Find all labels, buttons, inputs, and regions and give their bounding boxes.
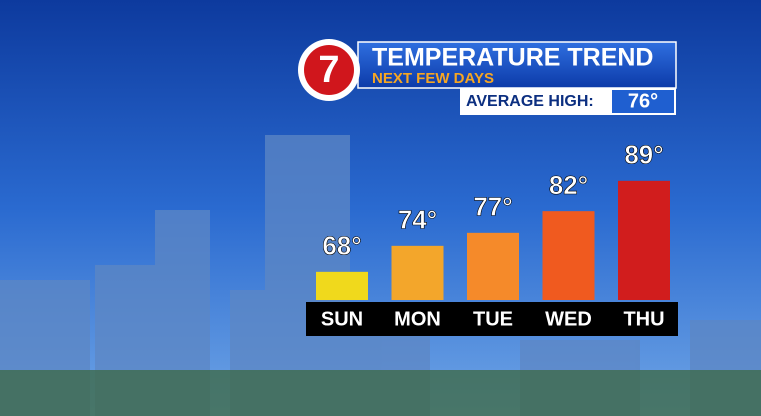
category-label: THU bbox=[623, 308, 664, 330]
bar bbox=[467, 232, 519, 300]
bar bbox=[391, 245, 444, 300]
logo-disc bbox=[304, 45, 354, 95]
value-label: 74° bbox=[398, 205, 437, 235]
chart-title: TEMPERATURE TREND bbox=[372, 44, 653, 72]
category-label: TUE bbox=[473, 308, 513, 330]
value-label: 68° bbox=[322, 231, 361, 261]
bar bbox=[316, 271, 368, 300]
category-label: SUN bbox=[321, 308, 363, 330]
average-label: AVERAGE HIGH: bbox=[466, 93, 594, 110]
bar bbox=[542, 211, 595, 300]
average-value: 76° bbox=[628, 90, 658, 112]
value-label: 77° bbox=[473, 192, 512, 222]
bar bbox=[618, 180, 670, 300]
average-value-box bbox=[612, 90, 674, 113]
logo: 7 bbox=[318, 49, 339, 91]
value-label: 82° bbox=[549, 170, 588, 200]
chart-subtitle: NEXT FEW DAYS bbox=[372, 70, 494, 87]
value-label: 89° bbox=[624, 140, 663, 170]
label-strip bbox=[306, 302, 678, 336]
category-label: WED bbox=[545, 308, 592, 330]
category-label: MON bbox=[394, 308, 441, 330]
trees bbox=[0, 370, 761, 416]
